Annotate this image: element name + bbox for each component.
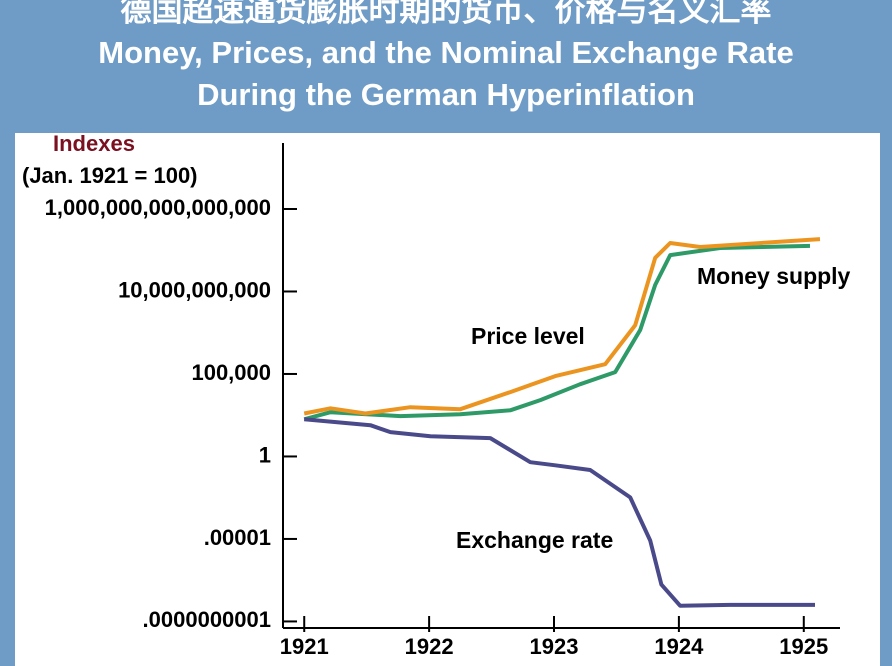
x-tick-label: 1921 [280, 634, 329, 659]
y-tick-label: 10,000,000,000 [118, 277, 271, 302]
x-tick-label: 1925 [779, 634, 828, 659]
y-axis-label: Indexes [53, 131, 135, 156]
series-label: Money supply [697, 263, 851, 289]
x-tick-label: 1922 [405, 634, 454, 659]
chart-panel [15, 133, 880, 666]
y-tick-label: 100,000 [191, 360, 271, 385]
series-line [304, 417, 815, 608]
y-axis-note: (Jan. 1921 = 100) [22, 163, 198, 188]
chart-title: 德国超速通货膨胀时期的货币、价格与名义汇率 Money, Prices, and… [98, 0, 794, 112]
y-tick-label: .0000000001 [143, 607, 271, 632]
series-line [303, 243, 811, 422]
y-tick-label: 1 [259, 442, 271, 467]
y-tick-label: 1,000,000,000,000,000 [45, 195, 271, 220]
y-tick-label: .00001 [204, 525, 271, 550]
series-label: Exchange rate [456, 527, 613, 553]
x-tick-label: 1924 [654, 634, 704, 659]
series-line [303, 237, 821, 416]
series-label: Price level [471, 323, 585, 349]
x-tick-label: 1923 [530, 634, 579, 659]
